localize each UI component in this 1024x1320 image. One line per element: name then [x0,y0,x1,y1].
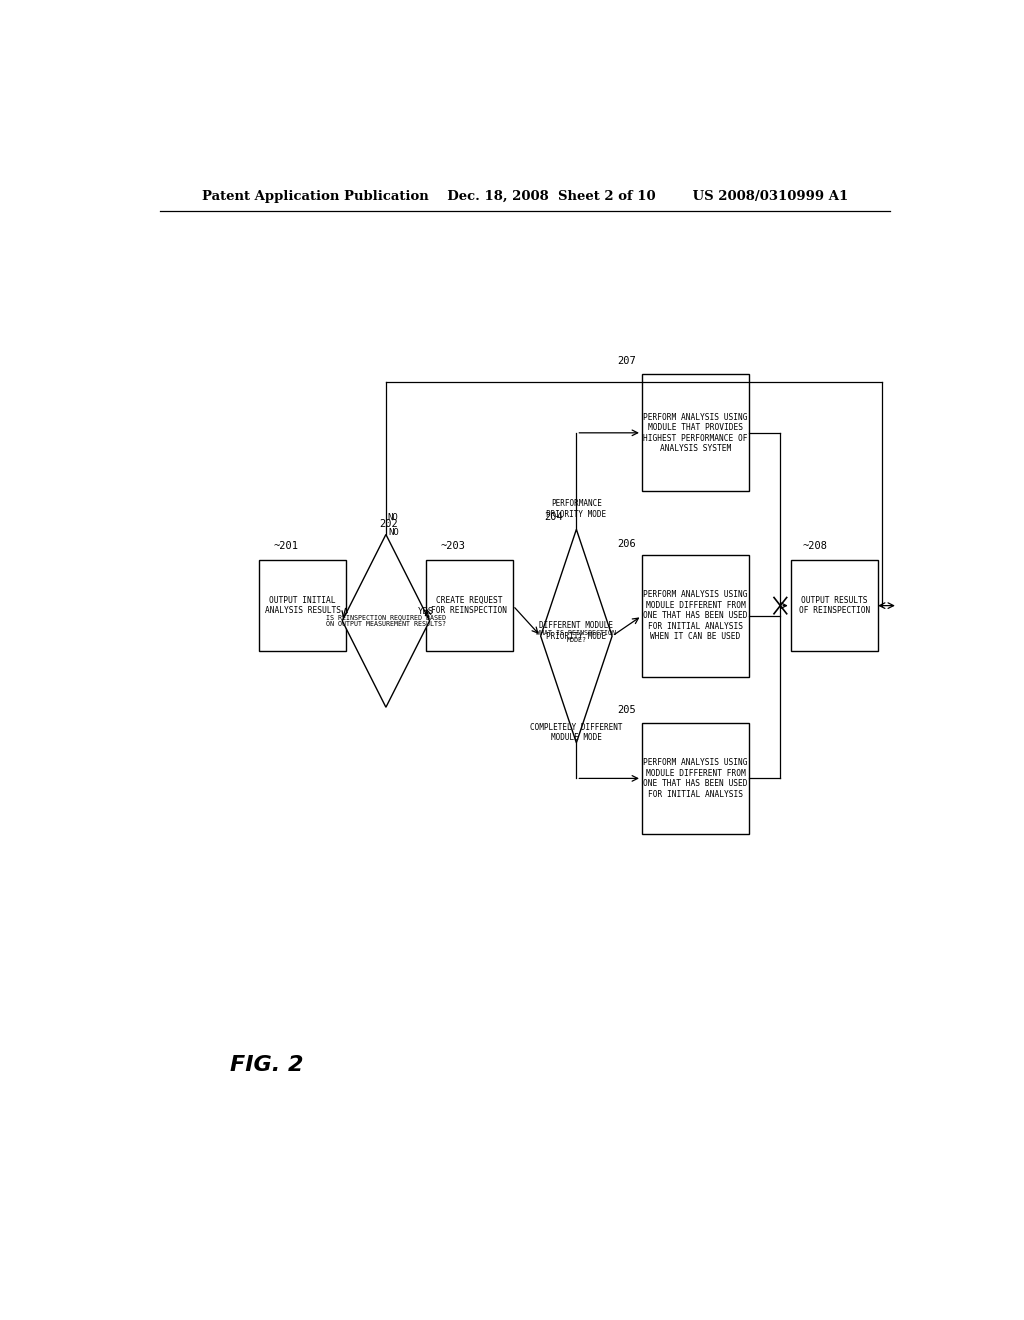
Text: PERFORMANCE
PRIORITY MODE: PERFORMANCE PRIORITY MODE [547,499,606,519]
Text: Patent Application Publication    Dec. 18, 2008  Sheet 2 of 10        US 2008/03: Patent Application Publication Dec. 18, … [202,190,848,202]
Text: FIG. 2: FIG. 2 [230,1055,304,1074]
Text: OUTPUT INITIAL
ANALYSIS RESULTS: OUTPUT INITIAL ANALYSIS RESULTS [264,595,341,615]
Text: PERFORM ANALYSIS USING
MODULE DIFFERENT FROM
ONE THAT HAS BEEN USED
FOR INITIAL : PERFORM ANALYSIS USING MODULE DIFFERENT … [643,590,748,642]
Bar [259,560,346,651]
Text: YES: YES [418,607,433,616]
Text: OUTPUT RESULTS
OF REINSPECTION: OUTPUT RESULTS OF REINSPECTION [799,595,870,615]
Text: CREATE REQUEST
FOR REINSPECTION: CREATE REQUEST FOR REINSPECTION [431,595,507,615]
Text: ~203: ~203 [440,541,465,550]
Bar [426,560,513,651]
Text: 206: 206 [617,539,636,549]
Bar [642,722,749,834]
Text: 205: 205 [617,705,636,715]
Bar [642,375,749,491]
Text: ~208: ~208 [803,541,828,550]
Bar [791,560,878,651]
Text: DIFFERENT MODULE
PRIORITY MODE: DIFFERENT MODULE PRIORITY MODE [540,622,613,640]
Text: PERFORM ANALYSIS USING
MODULE DIFFERENT FROM
ONE THAT HAS BEEN USED
FOR INITIAL : PERFORM ANALYSIS USING MODULE DIFFERENT … [643,758,748,799]
Text: PERFORM ANALYSIS USING
MODULE THAT PROVIDES
HIGHEST PERFORMANCE OF
ANALYSIS SYST: PERFORM ANALYSIS USING MODULE THAT PROVI… [643,413,748,453]
Polygon shape [541,529,612,743]
Text: 207: 207 [617,356,636,366]
Text: WHAT IS REINSPECTION
MODE?: WHAT IS REINSPECTION MODE? [537,630,616,643]
Text: NO: NO [387,513,397,523]
Text: 202: 202 [379,519,397,529]
Polygon shape [342,535,430,708]
Text: IS REINSPECTION REQUIRED BASED
ON OUTPUT MEASUREMENT RESULTS?: IS REINSPECTION REQUIRED BASED ON OUTPUT… [326,614,445,627]
Text: NO: NO [388,528,399,537]
Text: 204: 204 [544,512,563,523]
Text: COMPLETELY DIFFERENT
MODULE MODE: COMPLETELY DIFFERENT MODULE MODE [530,723,623,742]
Bar [642,554,749,677]
Text: ~201: ~201 [273,541,299,550]
